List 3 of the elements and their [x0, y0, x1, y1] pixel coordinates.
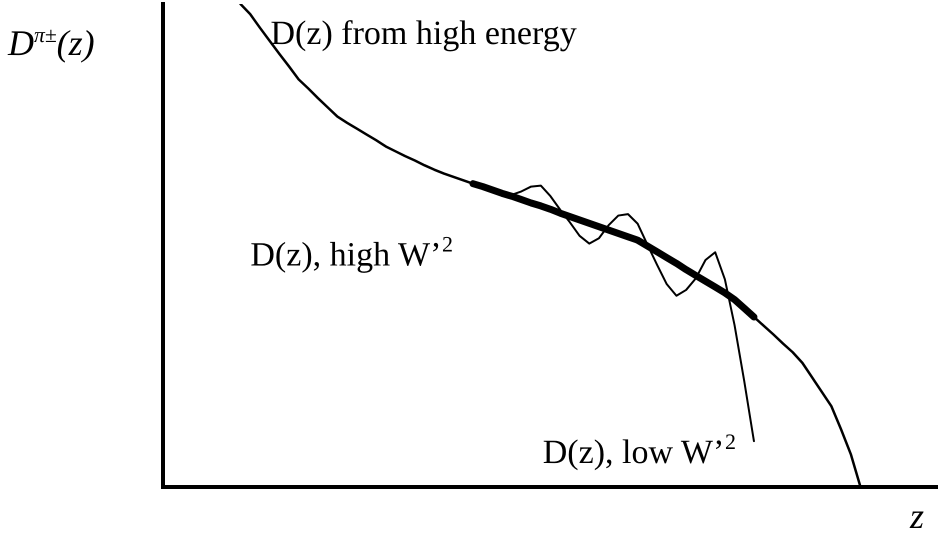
x-axis-title: z — [910, 495, 924, 537]
series-label: D(z) from high energy — [270, 15, 577, 52]
y-axis-title: D$^{π±}$(z) — [8, 22, 95, 64]
